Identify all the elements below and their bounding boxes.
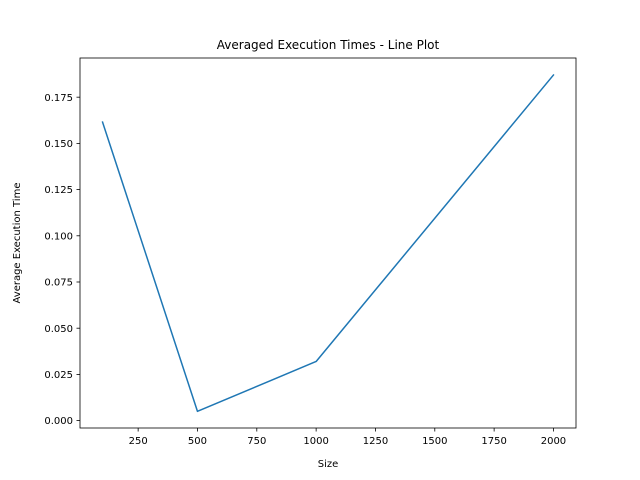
y-tick-label: 0.025 — [44, 370, 73, 381]
y-tick-label: 0.150 — [44, 139, 73, 150]
x-tick-label: 750 — [247, 436, 266, 447]
x-axis-label: Size — [318, 459, 339, 470]
x-tick-label: 1750 — [481, 436, 506, 447]
x-tick-label: 500 — [188, 436, 207, 447]
series-line — [101, 73, 555, 413]
x-tick-label: 2000 — [541, 436, 566, 447]
y-tick-label: 0.175 — [44, 93, 73, 104]
y-tick-label: 0.075 — [44, 278, 73, 289]
chart-title: Averaged Execution Times - Line Plot — [217, 38, 440, 52]
axes-frame — [79, 57, 577, 429]
plot-area: 250 500 750 1000 1250 1500 1750 2000 0.000 0.025 0… — [44, 57, 577, 447]
y-axis-label: Average Execution Time — [12, 183, 23, 304]
y-tick-label: 0.100 — [44, 231, 73, 242]
x-tick-label: 1250 — [363, 436, 388, 447]
x-tick-label: 1000 — [303, 436, 328, 447]
y-tick-label: 0.000 — [44, 416, 73, 427]
y-tick-label: 0.125 — [44, 185, 73, 196]
x-tick-label: 1500 — [422, 436, 447, 447]
x-tick-label: 250 — [129, 436, 148, 447]
y-tick-label: 0.050 — [44, 324, 73, 335]
